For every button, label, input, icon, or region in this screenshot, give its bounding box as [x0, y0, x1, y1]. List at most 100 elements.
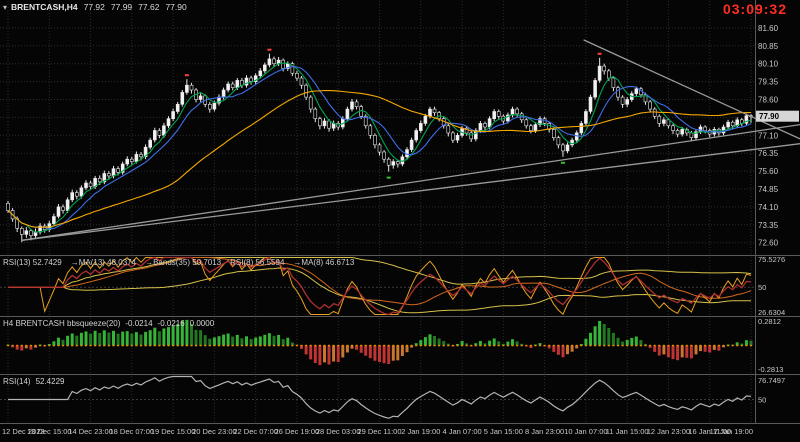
bbsqueeze-value-3: 0.0000 — [189, 319, 215, 328]
bbsqueeze-bar — [249, 339, 253, 346]
trendline[interactable] — [21, 143, 800, 241]
rsi-indicator-label: RSI(13) 52.7429 →MA(13) 48.0374 →Bands(35)… — [3, 258, 363, 267]
candle-body — [533, 124, 538, 131]
candle-body — [65, 199, 70, 211]
time-axis-label: 12 Dec 2023 — [2, 427, 45, 436]
candle-body — [120, 163, 125, 173]
bbsqueeze-bar — [556, 345, 560, 355]
bbsqueeze-bar — [474, 343, 478, 346]
bbsqueeze-zero-dot — [66, 344, 69, 347]
candle-body — [6, 203, 10, 211]
bbsqueeze-zero-dot — [539, 344, 541, 347]
bbsqueeze-zero-dot — [699, 344, 702, 347]
bbsqueeze-zero-dot — [392, 344, 395, 347]
bbsqueeze-bar — [148, 330, 152, 346]
bbsqueeze-bar — [15, 345, 19, 350]
candle-body — [244, 77, 249, 86]
bbsqueeze-zero-dot — [204, 344, 207, 347]
rsi-ma13-value: →MA(13) 48.0374 — [70, 258, 137, 267]
bbsqueeze-zero-dot — [594, 344, 597, 347]
bbsqueeze-bar — [134, 332, 138, 346]
candle-body — [262, 64, 267, 72]
bbsqueeze-bar — [644, 343, 647, 346]
bbsqueeze-bar — [29, 345, 33, 350]
candle-body — [345, 108, 350, 119]
candle-body — [409, 139, 414, 150]
bbsqueeze-zero-dot — [617, 344, 619, 347]
candle-body — [226, 83, 230, 91]
candle-body — [730, 121, 735, 127]
time-axis-label: 20 Dec 23:00 — [192, 427, 237, 436]
trendline[interactable] — [583, 39, 800, 140]
bbsqueeze-zero-dot — [621, 344, 624, 347]
bbsqueeze-zero-dot — [447, 344, 450, 347]
bbsqueeze-zero-dot — [172, 344, 175, 347]
bbsqueeze-zero-dot — [254, 344, 257, 347]
bbsqueeze-zero-dot — [571, 344, 574, 347]
candle-body — [643, 94, 648, 103]
bbsqueeze-bar — [488, 340, 492, 346]
bbsqueeze-bar — [66, 335, 70, 346]
bbsqueeze-bar — [575, 345, 579, 349]
bbsqueeze-bar — [405, 345, 409, 353]
price-scale-label: 72.60 — [758, 239, 779, 248]
bbsqueeze-zero-dot — [176, 344, 179, 347]
bbsqueeze-zero-dot — [245, 344, 248, 347]
bbsqueeze-zero-dot — [323, 344, 326, 347]
rsi-bands35-value: →Bands(35) 50.7013 — [145, 258, 222, 267]
candle-body — [492, 111, 497, 119]
bbsqueeze-zero-dot — [442, 344, 445, 347]
bbsqueeze-zero-dot — [681, 344, 684, 347]
bbsqueeze-zero-dot — [309, 344, 312, 347]
bbsqueeze-bar — [157, 331, 161, 346]
bbsqueeze-zero-dot — [580, 344, 583, 347]
bbsqueeze-zero-dot — [438, 344, 441, 347]
bbsqueeze-bar — [423, 337, 427, 346]
bbsqueeze-bar — [442, 341, 446, 346]
candle-body — [249, 77, 253, 82]
bbsqueeze-bar — [121, 331, 125, 346]
candle-body — [75, 192, 79, 197]
bbsqueeze-zero-dot — [548, 344, 551, 347]
bbsqueeze-bar — [61, 339, 65, 346]
bbsqueeze-zero-dot — [635, 344, 638, 347]
bbsqueeze-bar — [538, 343, 542, 346]
bbsqueeze-bar — [102, 330, 106, 346]
bbsqueeze-zero-dot — [415, 344, 418, 347]
bbsqueeze-bar — [593, 326, 597, 346]
candle-body — [253, 75, 258, 82]
bbsqueeze-zero-dot — [676, 344, 679, 347]
candle-body — [304, 84, 308, 98]
trendline[interactable] — [21, 123, 800, 241]
rsi-scale-label: 26.6304 — [758, 308, 785, 317]
candle-body — [148, 139, 152, 148]
bbsqueeze-bar — [350, 345, 354, 349]
bbsqueeze-bar — [722, 345, 725, 348]
bbsqueeze-zero-dot — [672, 344, 674, 347]
bbsqueeze-bar — [680, 345, 684, 358]
bbsqueeze-bar — [290, 342, 294, 346]
bbsqueeze-zero-dot — [218, 344, 220, 347]
bbsqueeze-zero-dot — [158, 344, 161, 347]
bbsqueeze-zero-dot — [525, 344, 528, 347]
bbsqueeze-bar — [235, 334, 239, 346]
candle-body — [350, 101, 354, 110]
bbsqueeze-zero-dot — [140, 344, 142, 347]
bbsqueeze-zero-dot — [227, 344, 230, 347]
bbsqueeze-zero-dot — [690, 344, 693, 347]
rsi-band-lower — [8, 267, 751, 314]
time-axis-label: 4 Jan 07:00 — [442, 427, 481, 436]
bbsqueeze-bar — [446, 343, 450, 346]
bbsqueeze-zero-dot — [396, 344, 399, 347]
candle-body — [565, 144, 570, 152]
bbsqueeze-bar — [323, 345, 326, 363]
candle-body — [166, 118, 171, 127]
symbol-dropdown-icon[interactable]: ▾ — [3, 3, 8, 12]
bbsqueeze-zero-dot — [167, 344, 170, 347]
candle-body — [56, 206, 61, 217]
bbsqueeze-bar — [11, 345, 15, 348]
bbsqueeze-zero-dot — [750, 344, 752, 347]
bbsqueeze-bar — [208, 338, 212, 346]
rsi-scale-label: 75.5276 — [758, 255, 785, 264]
